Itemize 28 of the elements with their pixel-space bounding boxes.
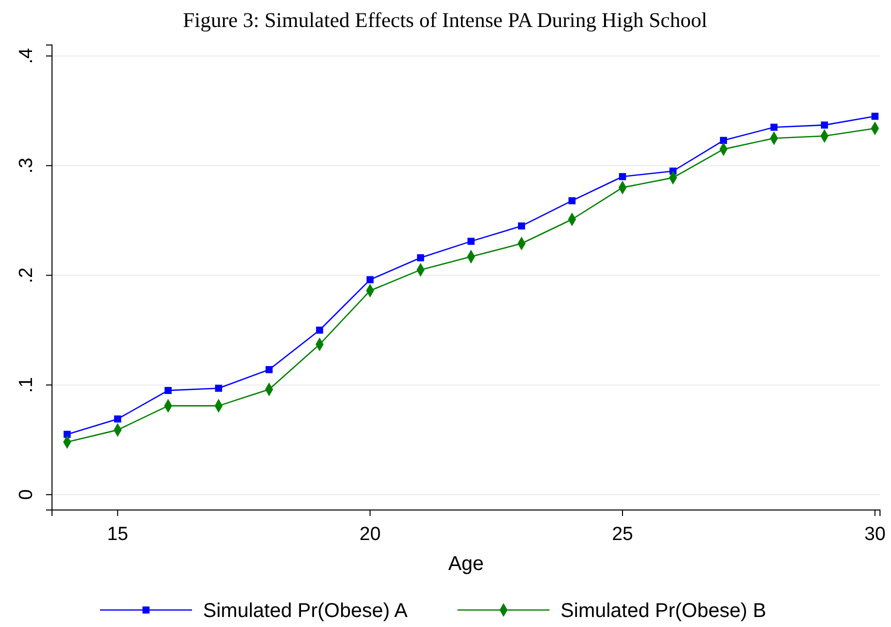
point bbox=[871, 112, 878, 120]
point bbox=[316, 326, 324, 334]
point bbox=[770, 124, 778, 131]
point bbox=[618, 173, 626, 180]
y-tick-label: 0 bbox=[16, 489, 37, 500]
point bbox=[417, 254, 424, 262]
legend-label: Simulated Pr(Obese) B bbox=[560, 600, 766, 622]
point bbox=[215, 384, 222, 392]
point bbox=[468, 238, 475, 245]
y-tick-label: .3 bbox=[16, 158, 37, 174]
point bbox=[266, 366, 273, 374]
y-tick-label: .1 bbox=[16, 377, 37, 393]
chart-title: Figure 3: Simulated Effects of Intense PA During High School bbox=[182, 8, 708, 32]
x-axis-title: Age bbox=[448, 553, 484, 575]
x-tick-label: 25 bbox=[612, 524, 634, 545]
x-tick-label: 30 bbox=[864, 524, 886, 545]
x-tick-label: 15 bbox=[107, 524, 128, 545]
point bbox=[720, 136, 728, 144]
point bbox=[820, 122, 828, 129]
y-tick-label: .2 bbox=[16, 267, 37, 284]
point bbox=[518, 222, 526, 230]
point bbox=[568, 197, 576, 204]
point bbox=[366, 276, 374, 284]
legend-label: Simulated Pr(Obese) A bbox=[203, 600, 408, 622]
y-tick-label: .4 bbox=[16, 48, 37, 64]
x-tick-label: 20 bbox=[360, 524, 381, 545]
point bbox=[114, 415, 122, 423]
point bbox=[164, 386, 172, 394]
